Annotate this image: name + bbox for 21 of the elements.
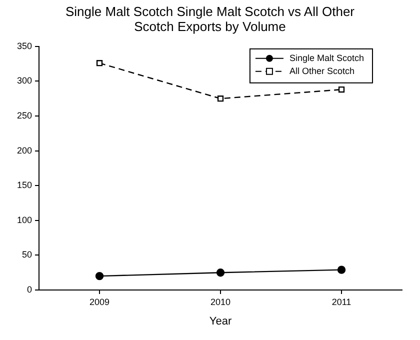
- point: [217, 96, 224, 102]
- x-axis-title: Year: [209, 315, 232, 328]
- y-tick-label: 250: [16, 110, 32, 120]
- point: [95, 272, 104, 280]
- chart-title: Single Malt Scotch Single Malt Scotch vs All Other Scotch Exports by Volume: [64, 4, 356, 36]
- y-tick-label: 150: [16, 180, 32, 190]
- y-tick-label: 350: [16, 40, 32, 51]
- y-tick-label: 100: [16, 214, 32, 225]
- y-tick-label: 300: [16, 76, 32, 86]
- legend-label: Single Malt Scotch: [289, 52, 364, 63]
- y-tick-label: 0: [27, 284, 32, 294]
- x-tick-label: 2010: [210, 296, 231, 307]
- y-tick-label: 50: [22, 250, 32, 260]
- x-tick-label: 2011: [332, 296, 352, 307]
- legend-label: All Other Scotch: [289, 66, 354, 76]
- point: [337, 266, 346, 274]
- point: [96, 60, 103, 66]
- point: [216, 268, 225, 277]
- y-tick-label: 200: [16, 145, 32, 156]
- x-tick-label: 2009: [90, 296, 110, 307]
- point: [338, 86, 345, 93]
